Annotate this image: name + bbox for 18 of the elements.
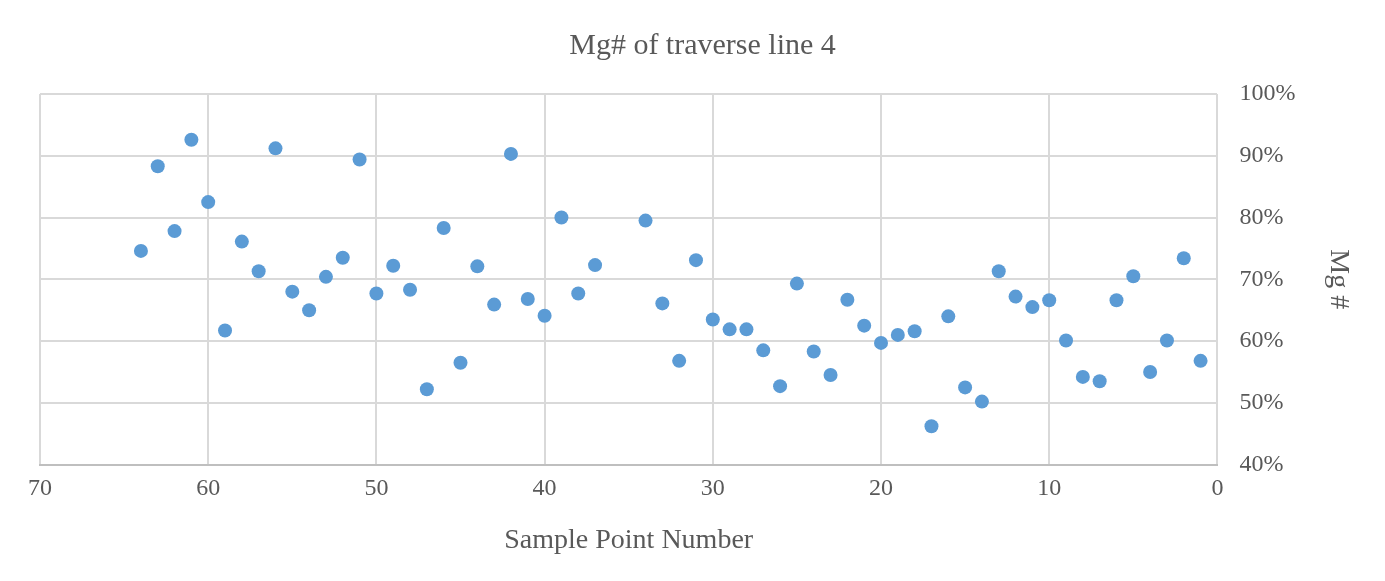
x-tick-label: 50	[364, 474, 389, 501]
y-tick-label: 90%	[1239, 141, 1284, 168]
y-tick-label: 50%	[1239, 388, 1284, 415]
chart-title: Mg# of traverse line 4	[569, 26, 836, 60]
x-tick-label: 10	[1037, 474, 1062, 501]
y-tick-label: 60%	[1239, 326, 1284, 353]
y-tick-label: 100%	[1239, 79, 1296, 106]
x-tick-label: 40	[532, 474, 557, 501]
x-tick-label: 0	[1211, 474, 1224, 501]
x-axis-title: Sample Point Number	[504, 522, 754, 554]
x-tick-label: 70	[28, 474, 52, 501]
x-tick-label: 30	[700, 474, 725, 501]
y-axis-title: Mg #	[1324, 249, 1356, 310]
y-tick-label: 40%	[1239, 449, 1284, 476]
y-tick-label: 70%	[1239, 264, 1284, 291]
x-tick-label: 20	[869, 474, 894, 501]
x-tick-label: 60	[196, 474, 221, 501]
y-tick-label: 80%	[1239, 202, 1284, 229]
